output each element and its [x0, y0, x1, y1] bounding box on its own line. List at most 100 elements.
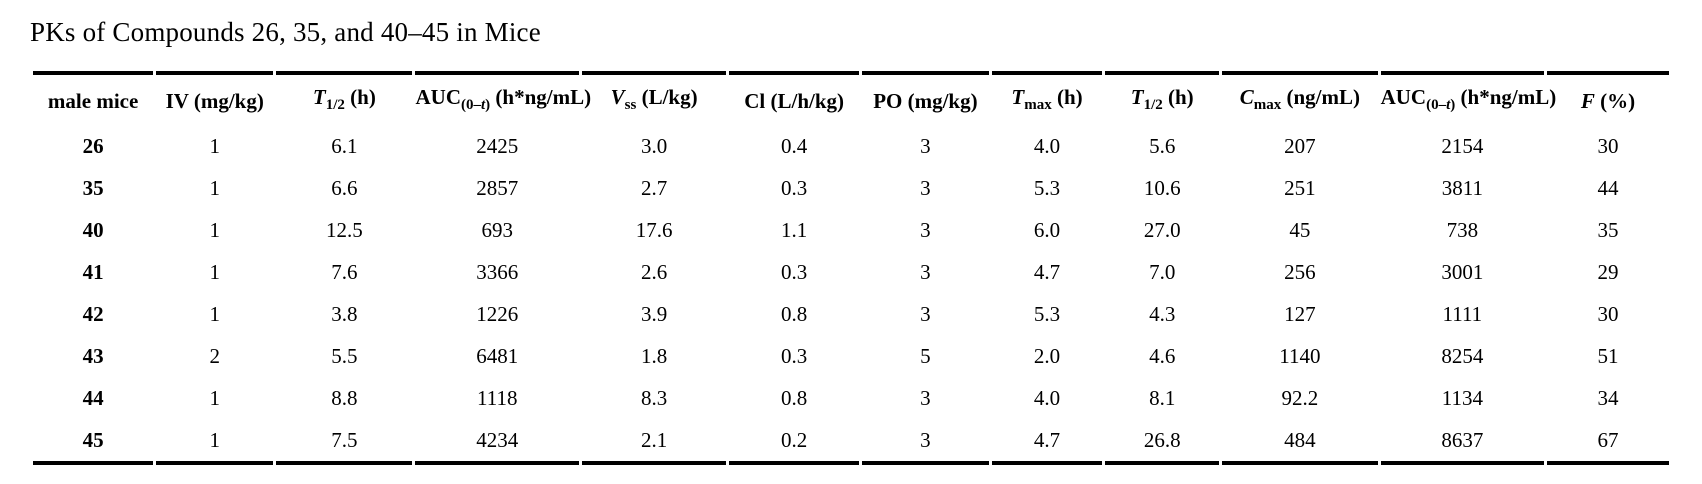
cell-iv-dose: 1 — [209, 134, 220, 159]
cell-po-t-half: 26.8 — [1105, 419, 1220, 466]
column-header-male-mice: male mice — [33, 71, 154, 125]
cell-iv-auc: 693 — [481, 218, 513, 243]
compound-id: 40 — [82, 218, 104, 243]
cell-vss: 1.8 — [640, 344, 668, 369]
cell-iv-t-half: 7.6 — [331, 260, 358, 285]
cell-iv-t-half: 8.8 — [331, 386, 358, 411]
cell-tmax: 4.0 — [1033, 134, 1061, 159]
compound-id: 43 — [82, 344, 104, 369]
cell-cmax: 45 — [1289, 218, 1311, 243]
cell-bioavailability: 30 — [1597, 302, 1619, 327]
table-row-compound-43: 43 2 5.5 6481 1.8 0.3 5 2.0 4.6 1140 8254 51 — [33, 335, 1669, 377]
cell-iv-t-half: 3.8 — [331, 302, 358, 327]
cell-vss: 2.1 — [581, 419, 727, 466]
cell-clearance: 0.8 — [781, 302, 808, 327]
column-header-iv-dose: IV (mg/kg) — [156, 71, 274, 125]
cell-iv-dose: 2 — [209, 344, 220, 369]
cell-po-t-half: 8.1 — [1149, 386, 1176, 411]
cell-po-auc: 738 — [1446, 218, 1479, 243]
cell-iv-t-half: 12.5 — [325, 218, 363, 243]
cell-bioavailability: 44 — [1597, 176, 1619, 201]
cell-po-auc: 1111 — [1442, 302, 1483, 327]
cell-iv-dose: 1 — [209, 386, 220, 411]
table-row-compound-26: 26 1 6.1 2425 3.0 0.4 3 4.0 5.6 207 2154 30 — [33, 125, 1669, 167]
pk-table: male mice IV (mg/kg) T1/2 (h) AUC(0–t) (h*n… — [30, 71, 1672, 466]
cell-clearance: 0.3 — [781, 344, 808, 369]
cell-vss: 17.6 — [635, 218, 673, 243]
cell-po-dose: 3 — [920, 176, 931, 201]
cell-iv-auc: 2857 — [476, 176, 519, 201]
cell-iv-dose: 1 — [209, 218, 220, 243]
cell-po-t-half: 4.3 — [1149, 302, 1176, 327]
cell-vss: 3.0 — [640, 134, 668, 159]
cell-iv-auc: 6481 — [476, 344, 519, 369]
cell-bioavailability: 34 — [1597, 386, 1619, 411]
cell-bioavailability: 30 — [1597, 134, 1619, 159]
cell-po-t-half: 27.0 — [1143, 218, 1181, 243]
table-body: 26 1 6.1 2425 3.0 0.4 3 4.0 5.6 207 2154 30 35 1 6.6 28… — [33, 125, 1669, 466]
column-header-iv-t-half: T1/2 (h) — [276, 71, 413, 125]
cell-po-dose: 3 — [920, 218, 931, 243]
table-row-compound-44: 44 1 8.8 1118 8.3 0.8 3 4.0 8.1 92.2 1134 34 — [33, 377, 1669, 419]
cell-po-auc: 8254 — [1441, 344, 1484, 369]
cell-clearance: 0.8 — [781, 386, 808, 411]
column-header-cmax: Cmax (ng/mL) — [1222, 71, 1378, 125]
cell-iv-auc: 4234 — [415, 419, 579, 466]
cell-po-dose: 3 — [920, 134, 931, 159]
cell-po-auc: 3811 — [1441, 176, 1483, 201]
cell-tmax: 2.0 — [1033, 344, 1061, 369]
cell-vss: 3.9 — [640, 302, 668, 327]
cell-cmax: 207 — [1284, 134, 1316, 159]
cell-po-t-half: 4.6 — [1149, 344, 1176, 369]
table-title: PKs of Compounds 26, 35, and 40–45 in Mi… — [30, 17, 541, 47]
cell-vss: 2.7 — [640, 176, 668, 201]
column-header-iv-auc: AUC(0–t) (h*ng/mL) — [415, 71, 591, 125]
cell-cmax: 251 — [1284, 176, 1316, 201]
cell-tmax: 4.7 — [1033, 260, 1061, 285]
cell-po-auc: 1134 — [1441, 386, 1483, 411]
cell-cmax: 484 — [1222, 419, 1378, 466]
cell-iv-t-half: 5.5 — [331, 344, 358, 369]
cell-bioavailability: 51 — [1597, 344, 1619, 369]
cell-clearance: 1.1 — [781, 218, 808, 243]
column-header-clearance: Cl (L/h/kg) — [729, 71, 860, 125]
cell-cmax: 256 — [1284, 260, 1316, 285]
header-row: male mice IV (mg/kg) T1/2 (h) AUC(0–t) (h*n… — [33, 71, 1669, 125]
cell-po-dose: 5 — [920, 344, 931, 369]
compound-id: 42 — [82, 302, 104, 327]
column-header-po-t-half: T1/2 (h) — [1105, 71, 1220, 125]
column-header-po-dose: PO (mg/kg) — [862, 71, 989, 125]
compound-id: 26 — [82, 134, 104, 159]
compound-id: 35 — [82, 176, 104, 201]
cell-cmax: 1140 — [1279, 344, 1321, 369]
cell-cmax: 127 — [1284, 302, 1316, 327]
table-row-compound-40: 40 1 12.5 693 17.6 1.1 3 6.0 27.0 45 738 35 — [33, 209, 1669, 251]
cell-clearance: 0.2 — [729, 419, 860, 466]
cell-vss: 8.3 — [640, 386, 668, 411]
cell-tmax: 5.3 — [1033, 176, 1061, 201]
cell-iv-dose: 1 — [209, 260, 220, 285]
column-header-tmax: Tmax (h) — [991, 71, 1103, 125]
cell-po-t-half: 7.0 — [1149, 260, 1176, 285]
compound-id: 45 — [33, 419, 154, 466]
column-header-bioavailability: F (%) — [1547, 71, 1669, 125]
cell-po-dose: 3 — [920, 302, 931, 327]
table-row-compound-45: 45 1 7.5 4234 2.1 0.2 3 4.7 26.8 484 8637 67 — [33, 419, 1669, 466]
cell-po-t-half: 10.6 — [1143, 176, 1181, 201]
cell-po-auc: 2154 — [1441, 134, 1484, 159]
cell-iv-t-half: 7.5 — [276, 419, 413, 466]
cell-po-dose: 3 — [920, 386, 931, 411]
cell-vss: 2.6 — [640, 260, 668, 285]
cell-iv-dose: 1 — [209, 302, 220, 327]
cell-iv-dose: 1 — [156, 419, 274, 466]
cell-iv-t-half: 6.1 — [331, 134, 358, 159]
column-header-po-auc: AUC(0–t) (h*ng/mL) — [1380, 71, 1556, 125]
compound-id: 44 — [82, 386, 104, 411]
cell-bioavailability: 67 — [1547, 419, 1669, 466]
table-row-compound-42: 42 1 3.8 1226 3.9 0.8 3 5.3 4.3 127 1111 30 — [33, 293, 1669, 335]
cell-po-dose: 3 — [920, 260, 931, 285]
cell-clearance: 0.3 — [781, 260, 808, 285]
column-header-vss: Vss (L/kg) — [581, 71, 727, 125]
cell-iv-auc: 1226 — [476, 302, 519, 327]
cell-po-dose: 3 — [862, 419, 989, 466]
